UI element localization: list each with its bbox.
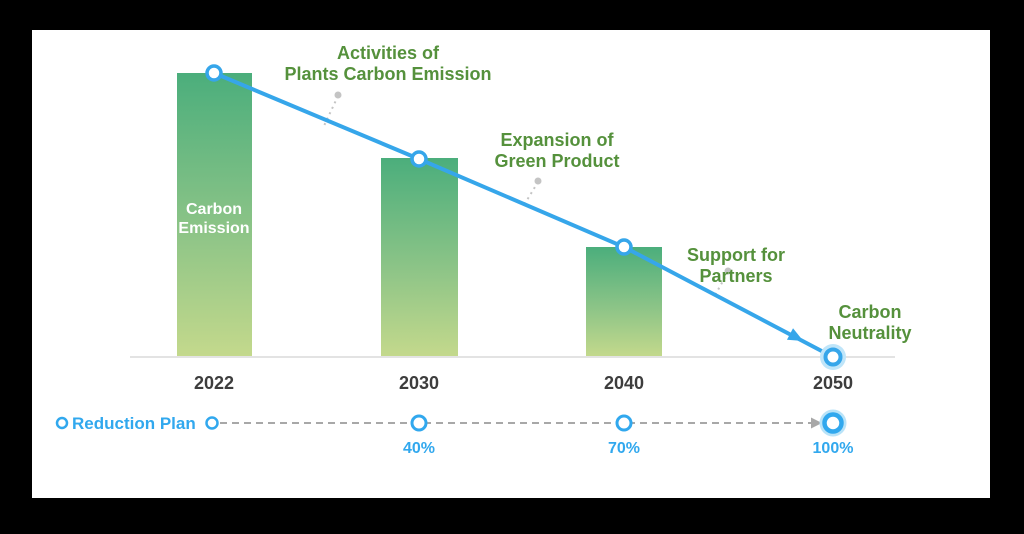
leader-line-support — [713, 267, 732, 298]
bar-2040 — [586, 247, 662, 357]
annotation-activities: Activities of Plants Carbon Emission — [284, 43, 492, 84]
annotation-support: Support for Partners — [687, 245, 785, 286]
x-tick-2040: 2040 — [603, 373, 645, 393]
leader-line-expansion — [523, 177, 542, 206]
annotation-neutrality: Carbon Neutrality — [828, 302, 912, 343]
trend-arrow-icon — [786, 328, 804, 341]
legend-bullet-icon — [55, 416, 69, 430]
annotation-expansion: Expansion of Green Product — [494, 130, 620, 171]
timeline-pct-70: 70% — [607, 440, 641, 457]
timeline-point-2022 — [205, 416, 219, 430]
data-point-2050-halo — [820, 344, 846, 370]
timeline-point-40pct — [410, 414, 428, 432]
timeline-pct-40: 40% — [402, 440, 436, 457]
bar-2022 — [177, 73, 252, 357]
trend-chart-canvas — [55, 64, 895, 437]
data-point-2040 — [615, 238, 633, 256]
data-point-2030 — [410, 150, 428, 168]
chart-panel: Activities of Plants Carbon Emission Exp… — [32, 30, 990, 498]
leader-line-activities — [322, 91, 342, 129]
bar-label-carbon-emission: Carbon Emission — [178, 201, 250, 237]
trend-line — [213, 71, 834, 359]
x-tick-2050: 2050 — [812, 373, 854, 393]
bar-2030 — [381, 158, 458, 357]
timeline-point-100pct — [819, 409, 847, 437]
reduction-plan-label: Reduction Plan — [72, 414, 196, 433]
x-tick-2022: 2022 — [193, 373, 235, 393]
x-tick-2030: 2030 — [398, 373, 440, 393]
timeline-pct-100: 100% — [812, 440, 854, 457]
timeline-arrow-icon — [811, 417, 822, 429]
data-point-2022 — [205, 64, 223, 82]
timeline-point-70pct — [615, 414, 633, 432]
